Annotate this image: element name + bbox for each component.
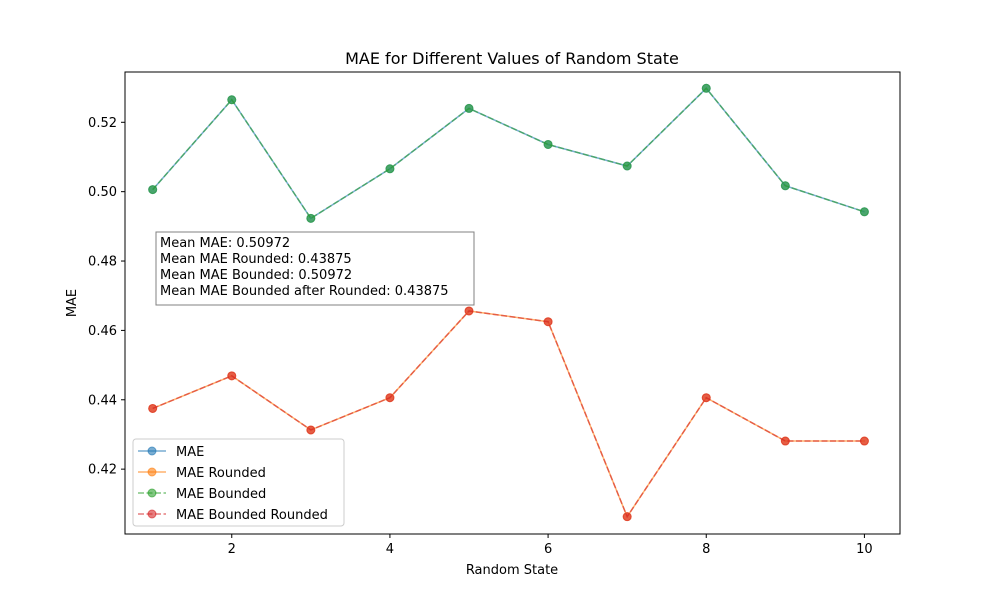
series-layer bbox=[148, 83, 869, 522]
legend-label: MAE Rounded bbox=[176, 466, 266, 481]
legend-label: MAE Bounded Rounded bbox=[176, 508, 328, 523]
x-axis-label: Random State bbox=[466, 563, 558, 578]
data-point bbox=[227, 371, 237, 381]
legend-swatch-marker bbox=[147, 488, 157, 498]
legend-swatch-marker bbox=[147, 446, 157, 456]
series-line bbox=[152, 310, 865, 519]
legend-swatch-marker bbox=[147, 509, 157, 519]
y-tick-label: 0.52 bbox=[88, 116, 117, 131]
data-point bbox=[385, 164, 395, 174]
x-tick-label: 10 bbox=[856, 542, 873, 557]
legend-frame bbox=[132, 438, 345, 527]
annotation-line-2: Mean MAE Rounded: 0.43875 bbox=[160, 252, 352, 267]
plot-frame bbox=[124, 71, 901, 535]
data-point bbox=[148, 185, 158, 195]
x-tick-label: 2 bbox=[228, 542, 236, 557]
series-3 bbox=[148, 306, 869, 522]
annotation-line-1: Mean MAE: 0.50972 bbox=[160, 236, 290, 251]
data-point bbox=[701, 393, 711, 403]
y-tick-label: 0.48 bbox=[88, 255, 117, 270]
y-axis-label: MAE bbox=[65, 289, 80, 317]
legend-swatch-marker bbox=[147, 467, 157, 477]
legend-item: MAE Bounded bbox=[138, 487, 266, 502]
data-point bbox=[227, 95, 237, 105]
data-point bbox=[385, 393, 395, 403]
data-point bbox=[543, 139, 553, 149]
legend: MAE MAE Rounded MAE Bounded MAE Bounded Rou… bbox=[132, 438, 345, 527]
annotation-box: Mean MAE: 0.50972 Mean MAE Rounded: 0.43… bbox=[155, 231, 475, 306]
x-tick-label: 4 bbox=[386, 542, 394, 557]
data-point bbox=[622, 161, 632, 171]
legend-item: MAE bbox=[138, 445, 204, 460]
data-point bbox=[780, 181, 790, 191]
data-point bbox=[464, 306, 474, 316]
data-point bbox=[464, 103, 474, 113]
x-tick-label: 8 bbox=[702, 542, 710, 557]
y-tick-label: 0.42 bbox=[88, 463, 117, 478]
data-point bbox=[701, 83, 711, 93]
data-point bbox=[306, 213, 316, 223]
annotation-line-3: Mean MAE Bounded: 0.50972 bbox=[160, 268, 352, 283]
data-point bbox=[148, 403, 158, 413]
data-point bbox=[859, 207, 869, 217]
data-point bbox=[622, 512, 632, 522]
data-point bbox=[306, 425, 316, 435]
y-tick-label: 0.50 bbox=[88, 185, 117, 200]
annotation-line-4: Mean MAE Bounded after Rounded: 0.43875 bbox=[160, 284, 449, 299]
y-tick-label: 0.46 bbox=[88, 324, 117, 339]
legend-item: MAE Bounded Rounded bbox=[138, 508, 328, 523]
legend-label: MAE Bounded bbox=[176, 487, 266, 502]
chart-title: MAE for Different Values of Random State bbox=[345, 49, 679, 68]
x-tick-label: 6 bbox=[544, 542, 552, 557]
series-line bbox=[152, 87, 865, 220]
data-point bbox=[780, 436, 790, 446]
y-tick-label: 0.44 bbox=[88, 393, 117, 408]
legend-label: MAE bbox=[176, 445, 204, 460]
legend-item: MAE Rounded bbox=[138, 466, 266, 481]
data-point bbox=[543, 317, 553, 327]
data-point bbox=[859, 436, 869, 446]
series-2 bbox=[148, 83, 869, 223]
ticks: 2 4 6 8 10 0.42 0.44 0.46 0.48 0.50 0.52 bbox=[88, 116, 873, 557]
